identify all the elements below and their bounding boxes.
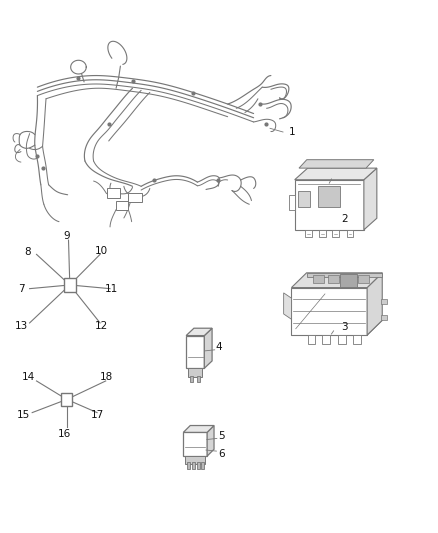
Bar <box>190 376 194 382</box>
Text: 18: 18 <box>100 372 113 382</box>
Bar <box>340 274 357 287</box>
Text: 14: 14 <box>22 372 35 382</box>
Bar <box>353 335 361 343</box>
Text: 13: 13 <box>14 320 28 330</box>
Polygon shape <box>186 336 204 368</box>
Bar <box>197 376 201 382</box>
Bar <box>298 191 310 207</box>
Bar <box>197 463 200 469</box>
Bar <box>358 275 369 284</box>
Bar <box>307 335 315 343</box>
Polygon shape <box>364 168 377 230</box>
Bar <box>187 463 190 469</box>
Text: 5: 5 <box>218 431 224 441</box>
Text: 12: 12 <box>95 320 108 330</box>
Polygon shape <box>307 273 382 277</box>
Polygon shape <box>185 456 205 464</box>
Bar <box>381 299 388 304</box>
Polygon shape <box>207 425 214 456</box>
Bar <box>346 230 353 237</box>
Text: 9: 9 <box>64 231 70 241</box>
Bar <box>305 230 312 237</box>
Bar <box>61 393 72 406</box>
Polygon shape <box>367 273 382 335</box>
Bar <box>322 335 330 343</box>
Bar <box>318 187 340 207</box>
Bar <box>338 335 346 343</box>
Polygon shape <box>291 320 382 335</box>
Bar <box>116 201 128 209</box>
Bar <box>381 315 388 320</box>
Text: 4: 4 <box>215 342 223 352</box>
Bar <box>64 278 76 292</box>
Polygon shape <box>204 328 212 368</box>
Polygon shape <box>184 425 214 432</box>
Text: 6: 6 <box>218 449 224 459</box>
Polygon shape <box>295 180 364 230</box>
Bar <box>192 463 195 469</box>
Text: 15: 15 <box>17 410 30 420</box>
Polygon shape <box>188 368 202 377</box>
Text: 3: 3 <box>341 322 348 332</box>
Polygon shape <box>299 160 374 168</box>
Bar <box>201 463 204 469</box>
Bar <box>313 275 324 284</box>
Bar <box>343 275 354 284</box>
Bar <box>332 230 339 237</box>
Text: 2: 2 <box>341 214 348 224</box>
Text: 7: 7 <box>18 284 24 294</box>
Polygon shape <box>186 328 212 336</box>
Polygon shape <box>291 273 382 288</box>
Text: 1: 1 <box>289 127 296 137</box>
Bar <box>106 189 120 198</box>
Text: 11: 11 <box>105 284 118 294</box>
Bar <box>128 192 142 202</box>
Polygon shape <box>295 168 377 180</box>
Polygon shape <box>284 293 291 319</box>
Bar <box>328 275 339 284</box>
Polygon shape <box>291 288 367 335</box>
Text: 16: 16 <box>57 429 71 439</box>
Bar <box>319 230 326 237</box>
Polygon shape <box>184 432 207 456</box>
Text: 8: 8 <box>25 247 31 257</box>
Text: 17: 17 <box>91 410 105 420</box>
Text: 10: 10 <box>95 246 108 256</box>
Bar <box>290 195 295 210</box>
